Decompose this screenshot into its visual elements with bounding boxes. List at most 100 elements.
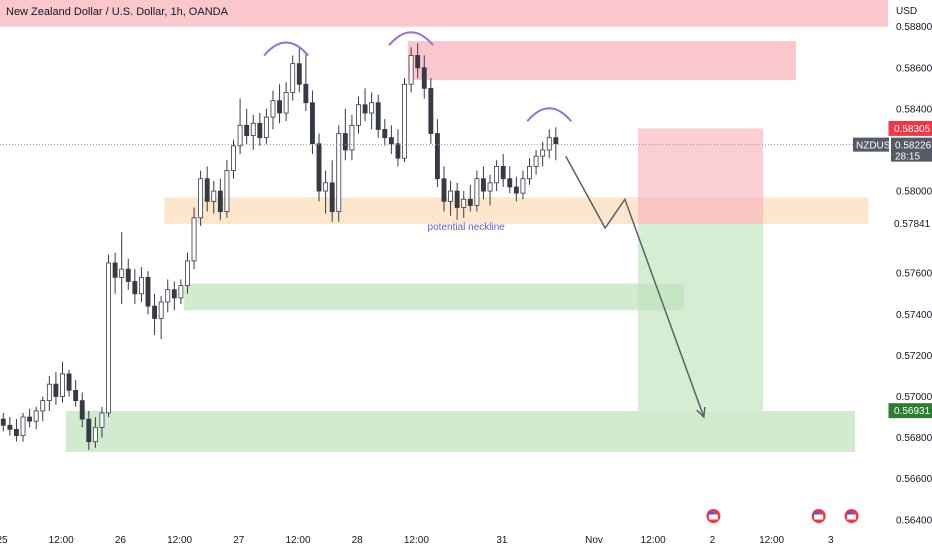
price-tick-label: 0.57000 (896, 392, 932, 403)
currency-label: USD (896, 6, 917, 17)
candle-body (270, 100, 276, 118)
candle-body (553, 137, 559, 145)
price-tag (888, 216, 932, 232)
time-axis-background (0, 528, 888, 550)
candle-body (487, 182, 493, 192)
time-tick-label: 12:00 (759, 535, 784, 546)
candle-body (395, 143, 401, 159)
candle-body (185, 260, 190, 286)
candle-body (513, 186, 519, 194)
candle-body (349, 124, 355, 151)
candle-body (356, 104, 361, 126)
candle-body (408, 55, 414, 85)
candle-body (454, 190, 460, 208)
time-tick-label: 27 (233, 535, 245, 546)
last-price-label: 0.58226 (895, 141, 932, 152)
candle-body (283, 92, 289, 114)
candle-body (0, 418, 6, 426)
candle-body (46, 383, 52, 402)
candle-body (244, 124, 250, 136)
candle-body (434, 133, 440, 180)
candle-body (138, 276, 144, 295)
candle-body (33, 410, 39, 422)
candle-body (277, 100, 282, 114)
zone-rect (638, 223, 764, 411)
candle-body (481, 178, 486, 192)
candle-body (388, 137, 394, 145)
price-tick-label: 0.57600 (896, 269, 932, 280)
candle-body (448, 190, 454, 202)
candle-body (132, 281, 138, 295)
candle-body (441, 178, 447, 202)
candle-body (310, 102, 315, 145)
candle-body (421, 67, 427, 89)
zones-layer (0, 0, 888, 452)
candle-body (461, 198, 467, 208)
candle-body (428, 87, 434, 134)
price-tick-label: 0.58400 (896, 104, 932, 115)
candle-body (362, 104, 368, 114)
time-tick-label: 31 (496, 535, 508, 546)
price-tick-label: 0.56800 (896, 433, 932, 444)
candle-body (171, 289, 177, 299)
candle-body (263, 116, 269, 139)
time-tick-label: 12:00 (49, 535, 74, 546)
price-tick-label: 0.58000 (896, 187, 932, 198)
candle-body (145, 276, 151, 307)
symbol-label: NZDUSD (856, 141, 898, 152)
zone-rect (65, 410, 856, 452)
price-tick-label: 0.56400 (896, 515, 932, 526)
candle-body (290, 63, 296, 93)
candle-body (27, 416, 33, 422)
event-flag-stripes-icon (708, 514, 718, 520)
candle-body (323, 182, 329, 192)
price-tick-label: 0.58600 (896, 63, 932, 74)
candle-body (500, 166, 506, 180)
candle-body (165, 289, 171, 303)
candle-body (303, 83, 309, 104)
candle-body (540, 149, 546, 157)
time-tick-label: 12:00 (167, 535, 192, 546)
candle-body (494, 166, 500, 184)
time-tick-label: 12:00 (404, 535, 429, 546)
price-tag (888, 403, 932, 419)
candle-body (158, 301, 164, 319)
price-tick-label: 0.57200 (896, 351, 932, 362)
price-tick-label: 0.57400 (896, 310, 932, 321)
candle-body (53, 383, 59, 397)
event-flag-canton-icon (814, 511, 819, 515)
price-tick-label: 0.56600 (896, 474, 932, 485)
candle-body (329, 182, 335, 213)
countdown-label: 28:15 (895, 152, 920, 163)
candle-body (66, 373, 72, 391)
candle-body (152, 305, 158, 319)
candle-body (204, 178, 210, 202)
price-axis[interactable]: USD 0.588000.586000.584000.582000.580000… (888, 0, 932, 550)
time-axis[interactable]: 25 12:00 26 12:00 27 12:00 28 12:00 31 Nov 12:00 2 1… (0, 509, 888, 550)
chart-title: New Zealand Dollar / U.S. Dollar, 1h, OA… (6, 6, 229, 18)
candle-body (99, 412, 105, 428)
drawings-layer: potential neckline (0, 31, 888, 419)
price-tags-layer: NZDUSD 0.58226 28:15 0.58305 0.57841 0.569… (853, 120, 932, 419)
candle-body (191, 217, 197, 262)
candle-body (257, 122, 263, 139)
candle-body (231, 145, 236, 171)
time-tick-label: 28 (352, 535, 364, 546)
time-tick-label: 2 (710, 535, 716, 546)
pattern-arc (388, 31, 434, 46)
candle-body (382, 129, 388, 139)
price-tag-label: 0.58305 (894, 124, 931, 135)
candle-body (73, 389, 79, 402)
zone-rect (638, 128, 764, 224)
event-flag-canton-icon (847, 511, 852, 515)
price-tick-label: 0.58800 (896, 22, 932, 33)
candle-body (211, 190, 217, 202)
candle-body (520, 178, 526, 194)
price-tag-label: 0.56931 (894, 406, 931, 417)
candle-body (79, 400, 85, 420)
time-tick-label: 12:00 (285, 535, 310, 546)
symbol-tag (853, 137, 889, 152)
price-tag-label: 0.57841 (894, 219, 931, 230)
event-flag-canton-icon (708, 511, 713, 515)
